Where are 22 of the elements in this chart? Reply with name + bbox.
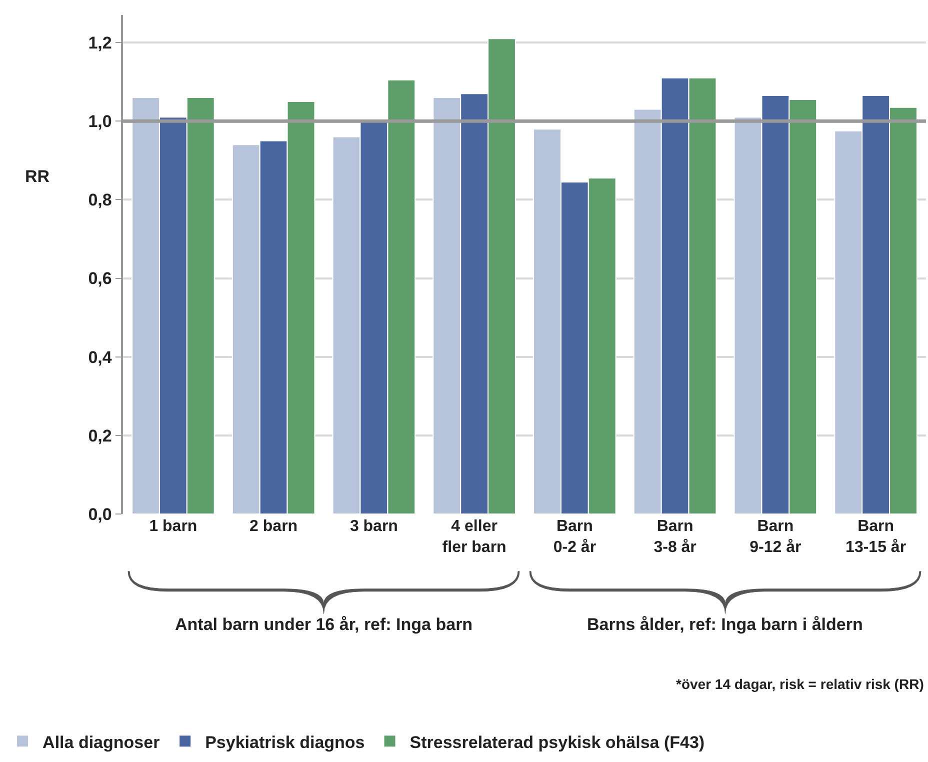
legend-label: Psykiatrisk diagnos	[205, 732, 365, 752]
y-tick-label: 1,2	[88, 33, 112, 52]
text: *över 14 dagar, risk = relativ risk (RR)	[676, 676, 924, 692]
x-tick-label: 3 barn	[350, 518, 398, 535]
x-tick-label: 2 barn	[250, 518, 298, 535]
x-tick-label: 4 eller fler barn	[442, 518, 506, 556]
x-tick-label: Barn 0-2 år	[553, 518, 596, 556]
y-tick-label: 0,8	[88, 190, 112, 210]
x-tick-label: Barn 13-15 år	[846, 518, 906, 556]
x-tick-label: Barn 3-8 år	[654, 518, 696, 556]
y-tick-label: 0,6	[88, 269, 112, 288]
text: Barns ålder, ref: Inga barn i åldern	[587, 615, 863, 634]
x-tick-label: Barn 9-12 år	[750, 518, 802, 556]
y-axis-title: RR	[25, 167, 50, 186]
legend-label: Stressrelaterad psykisk ohälsa (F43)	[410, 732, 705, 752]
y-tick-label: 1,0	[88, 112, 112, 132]
y-tick-label: 0,0	[88, 504, 112, 524]
y-tick-label: 0,2	[88, 426, 112, 446]
legend-label: Alla diagnoser	[42, 732, 160, 752]
y-tick-label: 0,4	[88, 348, 112, 367]
x-tick-label: 1 barn	[149, 518, 198, 535]
text: Antal barn under 16 år, ref: Inga barn	[175, 615, 473, 634]
